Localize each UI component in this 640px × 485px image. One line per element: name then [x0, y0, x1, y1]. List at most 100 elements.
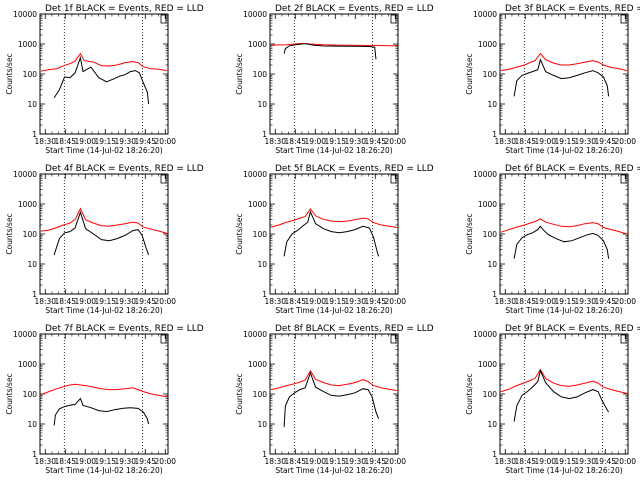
y-tick-label: 100	[253, 70, 268, 79]
x-tick-label: 18:30	[264, 137, 286, 146]
plot-frame	[269, 13, 399, 135]
panel-9: Det 9f BLACK = Events, RED = LLD 10000 100…	[465, 324, 640, 475]
x-tick-label: 18:30	[34, 137, 56, 146]
plot-frame	[269, 333, 399, 455]
x-axis-label: Start Time (14-Jul-02 18:26:20)	[275, 146, 392, 155]
x-tick-label: 19:15	[554, 137, 576, 146]
x-tick-label: 19:30	[344, 457, 366, 466]
panel-title: Det 4f BLACK = Events, RED = LLD	[45, 164, 204, 174]
x-tick-label: 19:30	[574, 297, 596, 306]
x-tick-label: 19:15	[94, 457, 116, 466]
lld-series-line	[270, 42, 397, 47]
y-tick-label: 10000	[243, 330, 267, 339]
y-tick-label: 10000	[13, 330, 37, 339]
x-tick-label: 18:45	[514, 457, 536, 466]
y-axis-label: Counts/sec	[465, 213, 474, 254]
x-tick-label: 18:30	[494, 457, 516, 466]
events-series-line	[53, 55, 150, 105]
x-axis-label: Start Time (14-Jul-02 18:26:20)	[45, 466, 162, 475]
events-series-line	[283, 210, 380, 257]
x-tick-label: 20:00	[384, 137, 406, 146]
x-axis-label: Start Time (14-Jul-02 18:26:20)	[45, 146, 162, 155]
x-tick-label: 19:15	[94, 137, 116, 146]
panel-3: Det 3f BLACK = Events, RED = LLD 10000 100…	[465, 4, 640, 155]
x-tick-label: 20:00	[154, 457, 176, 466]
x-tick-label: 19:45	[134, 137, 156, 146]
panel-marker	[620, 174, 627, 184]
lld-series-line	[40, 383, 168, 398]
x-tick-label: 18:30	[494, 137, 516, 146]
y-tick-label: 10	[257, 420, 267, 429]
events-series-line	[513, 58, 610, 97]
events-series-line	[53, 210, 150, 256]
x-tick-label: 18:30	[264, 297, 286, 306]
y-tick-label: 1	[262, 290, 267, 299]
x-tick-label: 19:00	[304, 297, 326, 306]
y-tick-label: 10	[257, 100, 267, 109]
x-tick-label: 19:30	[114, 297, 136, 306]
lld-series-line	[270, 208, 398, 228]
y-tick-label: 10000	[13, 10, 37, 19]
lld-series-line	[270, 369, 398, 392]
y-tick-label: 10	[487, 100, 497, 109]
panel-4: Det 4f BLACK = Events, RED = LLD 10000 100…	[5, 164, 204, 315]
y-tick-label: 1000	[478, 40, 497, 49]
x-tick-label: 20:00	[614, 297, 636, 306]
x-tick-label: 19:30	[574, 457, 596, 466]
y-tick-label: 1000	[18, 40, 37, 49]
y-tick-label: 10	[27, 420, 37, 429]
x-tick-label: 19:45	[594, 297, 616, 306]
panel-title: Det 3f BLACK = Events, RED = LLD	[505, 4, 640, 14]
y-tick-label: 100	[253, 390, 268, 399]
x-axis-label: Start Time (14-Jul-02 18:26:20)	[505, 466, 622, 475]
y-tick-label: 1	[32, 130, 37, 139]
x-tick-label: 18:45	[284, 457, 306, 466]
x-tick-label: 20:00	[154, 297, 176, 306]
x-axis-label: Start Time (14-Jul-02 18:26:20)	[505, 146, 622, 155]
x-tick-label: 19:45	[594, 137, 616, 146]
x-tick-label: 19:00	[534, 457, 556, 466]
y-tick-label: 1000	[248, 200, 267, 209]
y-tick-label: 10000	[473, 10, 497, 19]
x-tick-label: 19:15	[94, 297, 116, 306]
lld-series-line	[500, 52, 628, 72]
plot-frame	[269, 173, 399, 295]
x-tick-label: 18:45	[54, 137, 76, 146]
panel-title: Det 8f BLACK = Events, RED = LLD	[275, 324, 434, 334]
x-tick-label: 19:15	[324, 137, 346, 146]
x-tick-label: 18:30	[494, 297, 516, 306]
x-tick-label: 19:15	[324, 297, 346, 306]
y-axis-label: Counts/sec	[465, 373, 474, 414]
x-tick-label: 18:45	[54, 457, 76, 466]
x-tick-label: 19:30	[114, 137, 136, 146]
plot-frame	[39, 173, 169, 295]
panel-title: Det 1f BLACK = Events, RED = LLD	[45, 4, 204, 14]
x-tick-label: 19:30	[114, 457, 136, 466]
panel-5: Det 5f BLACK = Events, RED = LLD 10000 100…	[235, 164, 434, 315]
y-tick-label: 1000	[18, 200, 37, 209]
panel-2: Det 2f BLACK = Events, RED = LLD 10000 100…	[235, 4, 434, 155]
events-series-line	[513, 225, 610, 259]
lld-series-line	[500, 218, 628, 235]
x-tick-label: 19:00	[74, 137, 96, 146]
panel-marker	[160, 334, 167, 344]
x-tick-label: 19:30	[574, 137, 596, 146]
events-series-line	[283, 43, 377, 60]
y-tick-label: 1	[262, 450, 267, 459]
events-series-line	[513, 369, 610, 422]
y-tick-label: 100	[23, 70, 38, 79]
y-axis-label: Counts/sec	[5, 373, 14, 414]
panel-marker	[160, 14, 167, 24]
y-axis-label: Counts/sec	[235, 373, 244, 414]
x-tick-label: 19:45	[364, 137, 386, 146]
x-tick-label: 19:45	[364, 457, 386, 466]
x-tick-label: 19:45	[364, 297, 386, 306]
x-tick-label: 18:30	[34, 297, 56, 306]
y-tick-label: 10	[487, 420, 497, 429]
panel-marker	[390, 174, 397, 184]
panel-marker	[620, 334, 627, 344]
y-tick-label: 1	[492, 450, 497, 459]
y-axis-label: Counts/sec	[465, 53, 474, 94]
y-tick-label: 100	[23, 390, 38, 399]
lld-series-line	[40, 207, 168, 234]
